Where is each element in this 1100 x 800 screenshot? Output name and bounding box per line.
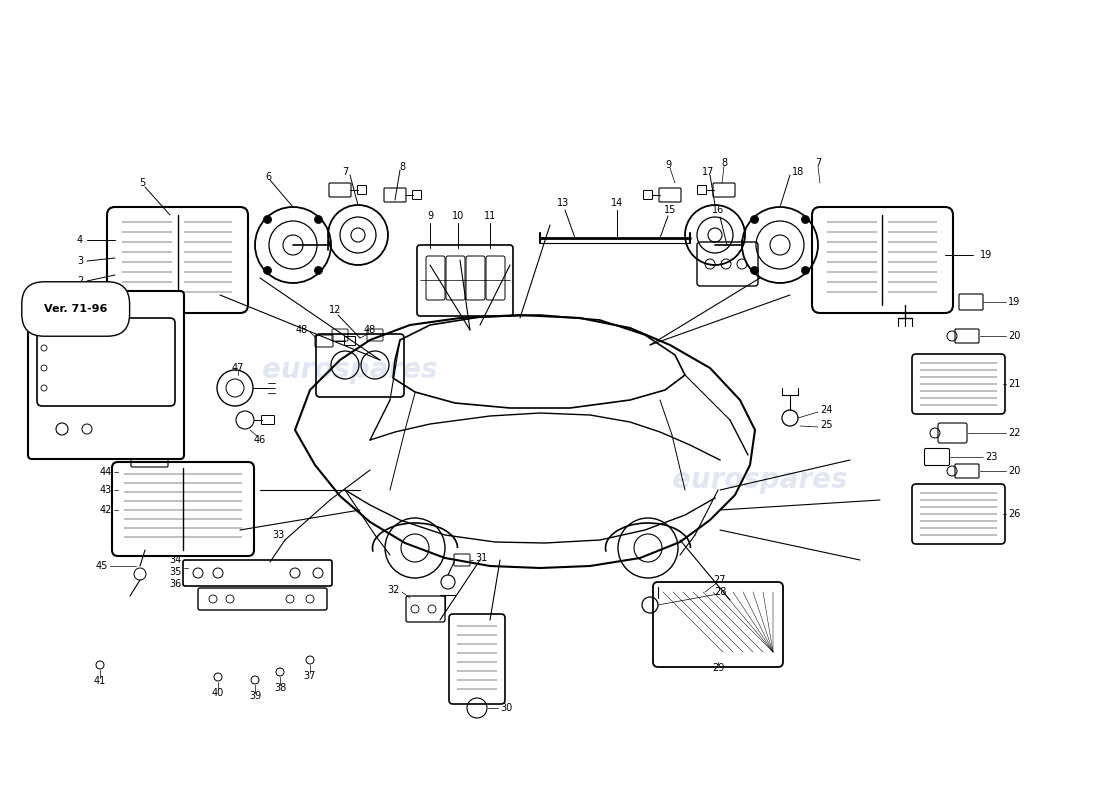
Text: 33: 33 (273, 530, 285, 540)
Text: 6: 6 (265, 172, 271, 182)
Text: 34: 34 (169, 555, 182, 565)
Text: 24: 24 (820, 405, 833, 415)
Text: 5: 5 (139, 178, 145, 188)
Text: 44: 44 (100, 467, 112, 477)
Text: 1: 1 (77, 294, 82, 304)
Text: 4: 4 (77, 235, 82, 245)
Text: 38: 38 (274, 683, 286, 693)
Text: 9: 9 (427, 211, 433, 221)
Text: 3: 3 (77, 256, 82, 266)
Text: 10: 10 (452, 211, 464, 221)
Text: 48: 48 (364, 325, 376, 335)
Circle shape (315, 266, 322, 274)
Text: 7: 7 (342, 167, 348, 177)
Text: 41: 41 (94, 676, 106, 686)
Circle shape (264, 215, 272, 223)
Text: eurospares: eurospares (672, 466, 848, 494)
Text: 23: 23 (984, 452, 998, 462)
Text: 26: 26 (1008, 509, 1021, 519)
Text: 46: 46 (254, 435, 266, 445)
Text: 15: 15 (663, 205, 676, 215)
Circle shape (750, 266, 759, 274)
FancyBboxPatch shape (28, 291, 184, 459)
Text: 29: 29 (712, 663, 724, 673)
Text: 32: 32 (387, 585, 400, 595)
Text: eurospares: eurospares (262, 356, 438, 384)
Text: 39: 39 (249, 691, 261, 701)
Text: Ver. 71-96: Ver. 71-96 (44, 304, 108, 314)
Circle shape (264, 266, 272, 274)
Text: 22: 22 (1008, 428, 1021, 438)
Text: 44: 44 (96, 445, 108, 455)
Text: 45: 45 (96, 561, 108, 571)
Text: 19: 19 (980, 250, 992, 260)
Circle shape (315, 215, 322, 223)
Text: 9: 9 (664, 160, 671, 170)
Text: 16: 16 (712, 205, 724, 215)
Text: 7: 7 (815, 158, 821, 168)
Text: 48: 48 (296, 325, 308, 335)
Text: 28: 28 (714, 587, 726, 597)
Text: 13: 13 (557, 198, 569, 208)
Text: 30: 30 (500, 703, 513, 713)
Text: 20: 20 (1008, 466, 1021, 476)
Circle shape (802, 266, 810, 274)
Text: 25: 25 (820, 420, 833, 430)
Text: 18: 18 (792, 167, 804, 177)
Text: 47: 47 (232, 363, 244, 373)
Circle shape (750, 215, 759, 223)
Text: 11: 11 (484, 211, 496, 221)
Text: 43: 43 (100, 485, 112, 495)
Text: 12: 12 (329, 305, 341, 315)
Text: 20: 20 (1008, 331, 1021, 341)
Text: 31: 31 (475, 553, 487, 563)
Text: 36: 36 (169, 579, 182, 589)
Text: 17: 17 (702, 167, 714, 177)
Text: 21: 21 (1008, 379, 1021, 389)
Text: 8: 8 (399, 162, 405, 172)
Text: 19: 19 (1008, 297, 1021, 307)
Text: 8: 8 (720, 158, 727, 168)
Text: 2: 2 (77, 276, 82, 286)
Text: 35: 35 (169, 567, 182, 577)
Text: 37: 37 (304, 671, 316, 681)
Text: 14: 14 (610, 198, 623, 208)
Circle shape (802, 215, 810, 223)
Text: 27: 27 (714, 575, 726, 585)
Text: 42: 42 (100, 505, 112, 515)
Text: 40: 40 (212, 688, 224, 698)
